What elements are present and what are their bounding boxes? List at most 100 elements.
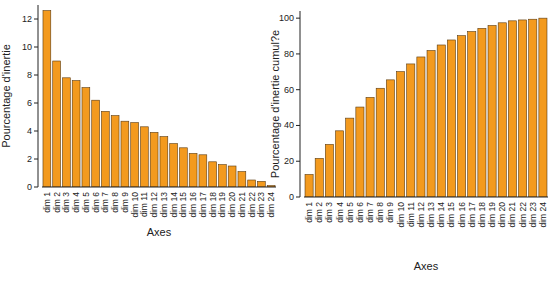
x-tick-label: dim 6 xyxy=(355,202,365,223)
bar xyxy=(356,107,364,197)
bar xyxy=(228,166,236,187)
x-tick-label: dim 18 xyxy=(208,192,218,218)
x-tick-label: dim 12 xyxy=(416,202,426,228)
y-tick xyxy=(296,53,300,54)
x-tick-label: dim 20 xyxy=(227,192,237,218)
bar xyxy=(150,132,158,187)
y-tick xyxy=(296,161,300,162)
bars xyxy=(43,11,275,187)
x-tick-label: dim 4 xyxy=(71,192,81,213)
bar xyxy=(43,11,51,187)
bar xyxy=(62,78,70,187)
x-tick-label: dim 17 xyxy=(467,202,477,228)
bar xyxy=(437,45,445,197)
bar xyxy=(366,97,374,197)
x-tick-label: dim 6 xyxy=(91,192,101,213)
y-tick-label: 0 xyxy=(289,192,294,202)
bar xyxy=(179,148,187,187)
bar xyxy=(519,20,527,197)
x-tick-label: dim 2 xyxy=(52,192,62,213)
x-tick-label: dim 12 xyxy=(149,192,159,218)
x-axis-line xyxy=(304,197,548,198)
x-tick-label: dim 21 xyxy=(507,202,517,228)
x-tick-label: dim 4 xyxy=(335,202,345,223)
x-tick-label: dim 10 xyxy=(396,202,406,228)
x-tick-label: dim 2 xyxy=(314,202,324,223)
bar xyxy=(478,28,486,197)
bars xyxy=(305,18,547,197)
bar xyxy=(82,88,90,187)
x-tick-label: dim 8 xyxy=(375,202,385,223)
bar xyxy=(346,118,354,197)
bar xyxy=(315,158,323,197)
y-tick-label: 6 xyxy=(27,98,32,108)
y-axis-line xyxy=(38,5,39,187)
x-tick-label: dim 23 xyxy=(528,202,538,228)
x-tick-label: dim 13 xyxy=(159,192,169,218)
x-axis-label: Axes xyxy=(147,226,172,238)
x-tick-label: dim 14 xyxy=(436,202,446,228)
x-tick-label: dim 22 xyxy=(518,202,528,228)
y-tick xyxy=(296,89,300,90)
x-tick-label: dim 19 xyxy=(217,192,227,218)
x-tick-label: dim 1 xyxy=(304,202,314,223)
x-tick-label: dim 14 xyxy=(169,192,179,218)
x-tick-label: dim 9 xyxy=(120,192,130,213)
y-tick-label: 10 xyxy=(22,42,32,52)
x-tick-label: dim 18 xyxy=(477,202,487,228)
bar xyxy=(386,80,394,197)
x-tick-label: dim 11 xyxy=(406,202,416,227)
bar xyxy=(218,165,226,187)
y-tick-label: 40 xyxy=(284,120,294,130)
bar xyxy=(376,88,384,197)
bar xyxy=(72,81,80,187)
x-tick-label: dim 1 xyxy=(42,192,52,213)
bar xyxy=(417,57,425,197)
bar xyxy=(170,144,178,187)
x-tick-label: dim 23 xyxy=(256,192,266,218)
bar xyxy=(508,21,516,197)
bar xyxy=(539,18,547,197)
x-tick-label: dim 24 xyxy=(266,192,276,218)
chart-canvas: 024681012dim 1dim 2dim 3dim 4dim 5dim 6d… xyxy=(0,0,553,289)
bar xyxy=(199,155,207,187)
bar xyxy=(447,40,455,197)
bar xyxy=(131,123,139,187)
chart-0: 024681012dim 1dim 2dim 3dim 4dim 5dim 6d… xyxy=(0,5,276,238)
x-tick-label: dim 13 xyxy=(426,202,436,228)
x-tick-label: dim 5 xyxy=(345,202,355,223)
bar xyxy=(498,23,506,197)
x-tick-label: dim 21 xyxy=(237,192,247,218)
y-tick xyxy=(34,187,38,188)
y-tick-label: 100 xyxy=(279,13,294,23)
bar xyxy=(468,32,476,197)
chart-1: 020406080100dim 1dim 2dim 3dim 4dim 5dim… xyxy=(269,11,548,272)
bar xyxy=(397,72,405,197)
x-tick-label: dim 22 xyxy=(247,192,257,218)
x-tick-label: dim 5 xyxy=(81,192,91,213)
bar xyxy=(529,19,537,197)
y-axis-label: Pourcentage d'inertie xyxy=(0,44,12,148)
bar xyxy=(305,174,313,197)
bar xyxy=(238,172,246,187)
y-tick-label: 8 xyxy=(27,70,32,80)
bar xyxy=(458,36,466,197)
x-tick-label: dim 7 xyxy=(365,202,375,223)
y-tick xyxy=(34,47,38,48)
x-tick-label: dim 16 xyxy=(188,192,198,218)
x-tick-label: dim 16 xyxy=(457,202,467,228)
x-tick-label: dim 3 xyxy=(324,202,334,223)
bar xyxy=(140,127,148,187)
x-tick-label: dim 9 xyxy=(385,202,395,223)
y-tick xyxy=(34,159,38,160)
y-tick-label: 60 xyxy=(284,85,294,95)
y-axis-label: Pourcentage d'inertie cumul?e xyxy=(269,30,281,178)
y-tick-label: 80 xyxy=(284,49,294,59)
y-tick xyxy=(296,125,300,126)
y-tick xyxy=(34,75,38,76)
bar xyxy=(92,100,100,187)
x-tick-label: dim 15 xyxy=(178,192,188,218)
y-tick-label: 4 xyxy=(27,126,32,136)
y-tick-label: 0 xyxy=(27,182,32,192)
y-tick-label: 20 xyxy=(284,156,294,166)
